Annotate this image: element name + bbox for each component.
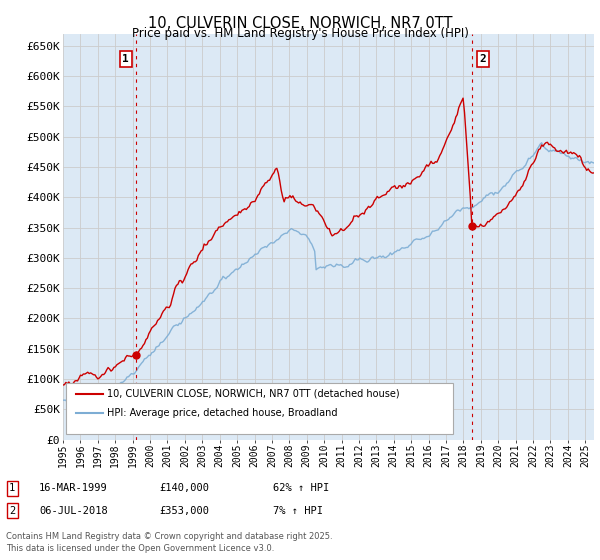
Text: HPI: Average price, detached house, Broadland: HPI: Average price, detached house, Broa… — [107, 408, 338, 418]
Text: 2: 2 — [479, 54, 486, 64]
FancyBboxPatch shape — [65, 383, 453, 433]
Text: £353,000: £353,000 — [159, 506, 209, 516]
Text: 1: 1 — [9, 483, 15, 493]
Text: 2: 2 — [9, 506, 15, 516]
Text: Contains HM Land Registry data © Crown copyright and database right 2025.
This d: Contains HM Land Registry data © Crown c… — [6, 533, 332, 553]
Text: £140,000: £140,000 — [159, 483, 209, 493]
Text: 1: 1 — [122, 54, 129, 64]
Text: 16-MAR-1999: 16-MAR-1999 — [39, 483, 108, 493]
Text: 10, CULVERIN CLOSE, NORWICH, NR7 0TT (detached house): 10, CULVERIN CLOSE, NORWICH, NR7 0TT (de… — [107, 389, 400, 399]
Text: 10, CULVERIN CLOSE, NORWICH, NR7 0TT: 10, CULVERIN CLOSE, NORWICH, NR7 0TT — [148, 16, 452, 31]
Text: Price paid vs. HM Land Registry's House Price Index (HPI): Price paid vs. HM Land Registry's House … — [131, 27, 469, 40]
Text: 62% ↑ HPI: 62% ↑ HPI — [273, 483, 329, 493]
Text: 06-JUL-2018: 06-JUL-2018 — [39, 506, 108, 516]
Text: 7% ↑ HPI: 7% ↑ HPI — [273, 506, 323, 516]
